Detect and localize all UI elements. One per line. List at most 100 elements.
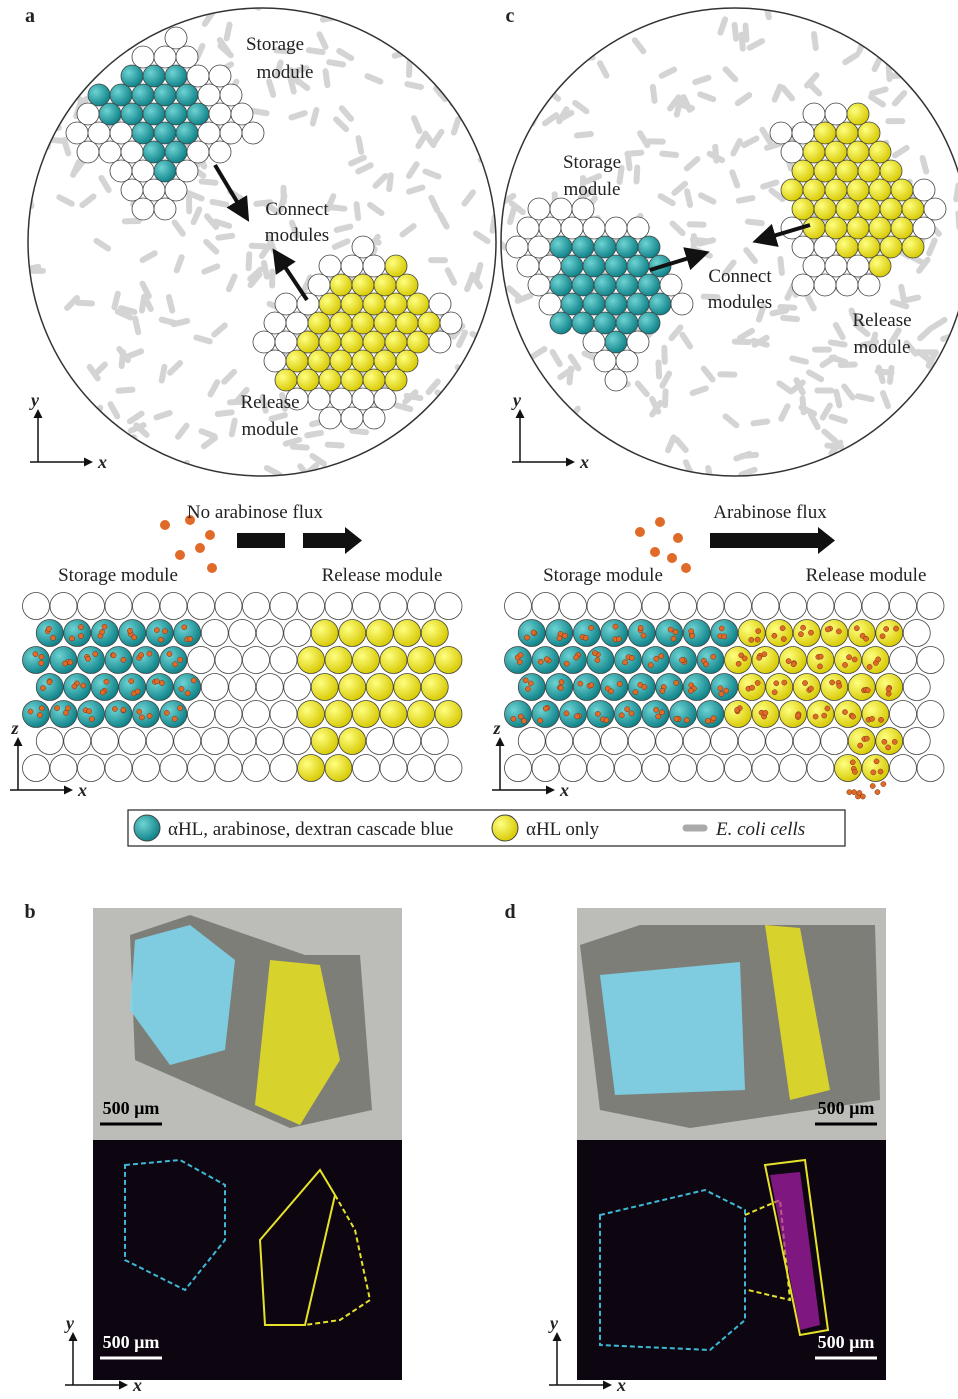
droplet <box>215 701 242 728</box>
axis-label: x <box>559 780 569 800</box>
ecoli-rod <box>807 75 816 85</box>
arabinose-dot <box>538 659 543 664</box>
ecoli-rod <box>402 226 413 234</box>
droplet <box>146 620 173 647</box>
droplet <box>917 755 944 782</box>
droplet <box>876 620 903 647</box>
axis-label: x <box>579 452 589 472</box>
ecoli-rod <box>653 87 655 101</box>
droplet <box>847 103 869 125</box>
droplet <box>374 350 396 372</box>
arabinose-dot <box>852 657 857 662</box>
arabinose-dot <box>538 718 543 723</box>
arabinose-dot <box>104 679 109 684</box>
arabinose-dot <box>635 527 645 537</box>
droplet <box>298 647 325 674</box>
ecoli-rod <box>509 288 519 297</box>
droplet <box>270 701 297 728</box>
arabinose-dot <box>185 691 190 696</box>
label: d <box>504 901 515 923</box>
ecoli-rod <box>923 158 927 172</box>
droplet <box>143 103 165 125</box>
ecoli-rod <box>915 66 917 80</box>
label: modules <box>265 225 329 246</box>
droplet <box>105 593 132 620</box>
droplet <box>560 593 587 620</box>
droplet <box>890 593 917 620</box>
droplet <box>793 674 820 701</box>
arabinose-dot <box>137 709 142 714</box>
droplet <box>835 593 862 620</box>
arabinose-dot <box>655 517 665 527</box>
droplet <box>99 141 121 163</box>
arabinose-dot <box>786 659 791 664</box>
droplet <box>165 179 187 201</box>
arabinose-dot <box>822 713 827 718</box>
arabinose-dot <box>719 626 724 631</box>
droplet <box>435 647 462 674</box>
arabinose-dot <box>135 689 140 694</box>
droplet <box>848 674 875 701</box>
arabinose-dot <box>755 637 760 642</box>
ecoli-rod <box>508 114 518 124</box>
figure: 500 µm500 µm500 µm500 µmyxyxzxzxyxyxacbd… <box>0 0 958 1394</box>
ecoli-rod <box>67 298 77 308</box>
ecoli-rod <box>329 62 343 64</box>
droplet <box>366 674 393 701</box>
droplet <box>561 293 583 315</box>
droplet <box>298 755 325 782</box>
ecoli-rod <box>628 154 630 168</box>
ecoli-rod <box>403 462 416 467</box>
arabinose-dot <box>850 714 855 719</box>
arabinose-dot <box>668 627 673 632</box>
droplet <box>284 728 311 755</box>
droplet <box>627 293 649 315</box>
ecoli-rod <box>825 473 839 474</box>
ecoli-rod <box>475 428 487 436</box>
ecoli-rod <box>741 478 751 488</box>
label: module <box>854 337 911 358</box>
ecoli-rod <box>269 81 273 94</box>
droplet <box>270 755 297 782</box>
arabinose-dot <box>39 706 44 711</box>
ecoli-rod <box>41 474 42 488</box>
flux-arrow <box>303 527 362 554</box>
arabinose-dot <box>852 769 857 774</box>
droplet <box>601 728 628 755</box>
ecoli-rod <box>337 227 351 230</box>
droplet <box>330 350 352 372</box>
droplet <box>821 728 848 755</box>
arabinose-dot <box>791 662 796 667</box>
ecoli-rod <box>921 13 932 22</box>
axis-label: x <box>97 452 107 472</box>
droplet <box>256 674 283 701</box>
arabinose-dot <box>808 686 813 691</box>
arabinose-dot <box>650 547 660 557</box>
droplet <box>121 179 143 201</box>
droplet <box>594 312 616 334</box>
droplet <box>890 647 917 674</box>
droplet <box>308 388 330 410</box>
label: modules <box>708 292 772 313</box>
droplet <box>429 331 451 353</box>
ecoli-rod <box>170 363 180 373</box>
ecoli-rod <box>733 141 739 153</box>
droplet <box>803 103 825 125</box>
arabinose-dot <box>583 635 588 640</box>
arabinose-dot <box>121 707 126 712</box>
arabinose-dot <box>544 657 549 662</box>
droplet <box>50 647 77 674</box>
ecoli-rod <box>740 331 752 338</box>
droplet <box>88 84 110 106</box>
legend-entry: E. coli cells <box>715 819 805 840</box>
droplet <box>66 122 88 144</box>
droplet <box>505 593 532 620</box>
droplet <box>385 331 407 353</box>
ecoli-rod <box>440 214 447 226</box>
ecoli-rod <box>426 56 436 66</box>
arabinose-dot <box>521 718 526 723</box>
arabinose-dot <box>625 707 630 712</box>
arabinose-dot <box>703 662 708 667</box>
droplet <box>821 620 848 647</box>
ecoli-rod <box>175 222 183 233</box>
